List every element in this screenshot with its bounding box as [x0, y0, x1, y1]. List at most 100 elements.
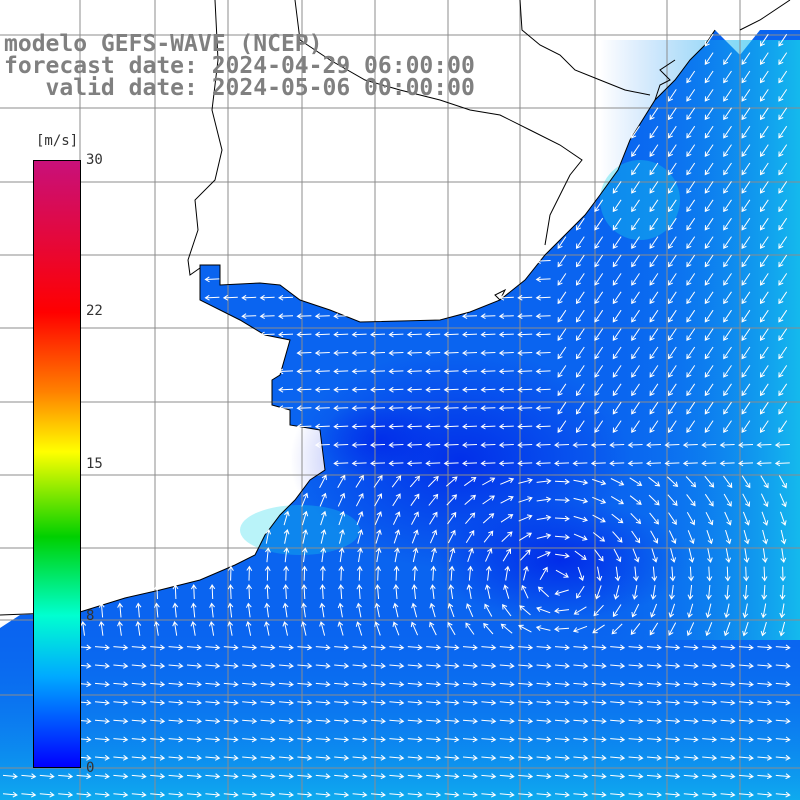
wind-arrow: [702, 681, 718, 688]
wind-arrow: [113, 773, 129, 780]
wind-arrow: [535, 313, 551, 320]
wind-arrow: [592, 478, 607, 486]
wind-arrow: [612, 346, 622, 360]
wind-arrow: [448, 565, 455, 581]
wind-arrow: [407, 773, 423, 780]
wind-arrow: [610, 681, 626, 688]
wind-arrow: [539, 566, 548, 580]
wind-arrow: [649, 346, 659, 360]
wind-arrow: [757, 736, 773, 743]
wind-arrow: [535, 276, 551, 283]
wind-arrow: [131, 791, 147, 798]
wind-arrow: [688, 566, 694, 582]
wind-arrow: [573, 606, 587, 615]
wind-arrow: [554, 718, 570, 724]
wind-arrow: [741, 346, 751, 360]
wind-arrow: [480, 423, 496, 430]
wind-arrow: [686, 291, 696, 305]
wind-arrow: [779, 584, 786, 600]
wind-arrow: [631, 383, 640, 397]
wind-arrow: [686, 162, 696, 176]
wind-arrow: [575, 291, 585, 305]
wind-arrow: [499, 644, 515, 651]
wind-arrow: [572, 625, 588, 633]
wind-arrow: [352, 718, 368, 724]
wind-arrow: [406, 460, 422, 467]
wind-arrow: [278, 736, 294, 743]
wind-arrow: [444, 736, 460, 743]
wind-arrow: [613, 585, 620, 600]
wind-arrow: [686, 512, 695, 526]
wind-arrow: [741, 291, 751, 305]
wind-arrow: [223, 644, 239, 651]
wind-arrow: [668, 603, 676, 618]
wind-arrow: [649, 125, 659, 139]
wind-arrow: [665, 791, 681, 798]
wind-arrow: [447, 511, 457, 525]
wind-arrow: [596, 566, 603, 582]
wind-arrow: [315, 736, 331, 743]
wind-arrow: [518, 496, 533, 503]
wind-arrow: [320, 529, 327, 544]
wind-arrow: [778, 33, 788, 47]
wind-arrow: [375, 565, 382, 581]
wind-arrow: [631, 144, 640, 157]
wind-arrow: [315, 718, 331, 724]
wind-arrow: [723, 365, 732, 378]
wind-arrow: [591, 699, 607, 706]
wind-arrow: [775, 773, 791, 780]
wind-arrow: [686, 365, 696, 378]
wind-arrow: [536, 496, 552, 503]
wind-arrow: [649, 328, 659, 341]
wind-arrow: [649, 420, 659, 433]
wind-arrow: [649, 217, 659, 231]
wind-arrow: [612, 217, 622, 231]
wind-arrow: [517, 368, 533, 375]
wind-arrow: [520, 549, 531, 561]
wind-arrow: [443, 386, 459, 393]
wind-arrow: [775, 736, 791, 743]
wind-arrow: [481, 773, 497, 780]
wind-arrow: [499, 662, 515, 669]
wind-arrow: [743, 566, 750, 582]
wind-arrow: [741, 328, 751, 341]
wind-arrow: [575, 217, 585, 231]
wind-arrow: [94, 699, 110, 706]
wind-arrow: [296, 368, 312, 375]
wind-arrow: [300, 621, 307, 636]
wind-arrow: [337, 474, 346, 488]
wind-arrow: [462, 386, 478, 393]
wind-arrow: [594, 236, 604, 249]
wind-arrow: [444, 791, 460, 798]
wind-arrow: [209, 602, 215, 618]
wind-arrow: [518, 754, 534, 761]
wind-arrow: [741, 70, 751, 84]
wind-arrow: [738, 773, 754, 780]
wind-arrow: [612, 604, 622, 618]
wind-arrow: [242, 681, 258, 688]
wind-arrow: [778, 383, 788, 397]
wind-arrow: [205, 644, 221, 651]
wind-arrow: [425, 405, 441, 412]
wind-arrow: [445, 476, 458, 487]
wind-arrow: [190, 620, 197, 636]
wind-arrow: [686, 622, 695, 637]
wind-arrow: [628, 718, 644, 724]
wind-arrow: [131, 736, 147, 743]
wind-arrow: [778, 144, 788, 157]
wind-arrow: [759, 236, 769, 249]
wind-arrow: [535, 625, 551, 631]
wind-arrow: [704, 144, 714, 157]
wind-arrow: [499, 718, 515, 724]
wind-arrow: [702, 791, 718, 798]
wind-arrow: [631, 346, 640, 360]
wind-arrow: [775, 644, 791, 651]
wind-arrow: [759, 33, 769, 47]
wind-arrow: [339, 529, 345, 544]
wind-arrow: [388, 442, 404, 448]
wind-arrow: [554, 644, 570, 651]
wind-arrow: [168, 681, 184, 688]
wind-arrow: [762, 529, 769, 545]
wind-arrow: [628, 791, 644, 798]
wind-arrow: [594, 346, 604, 360]
